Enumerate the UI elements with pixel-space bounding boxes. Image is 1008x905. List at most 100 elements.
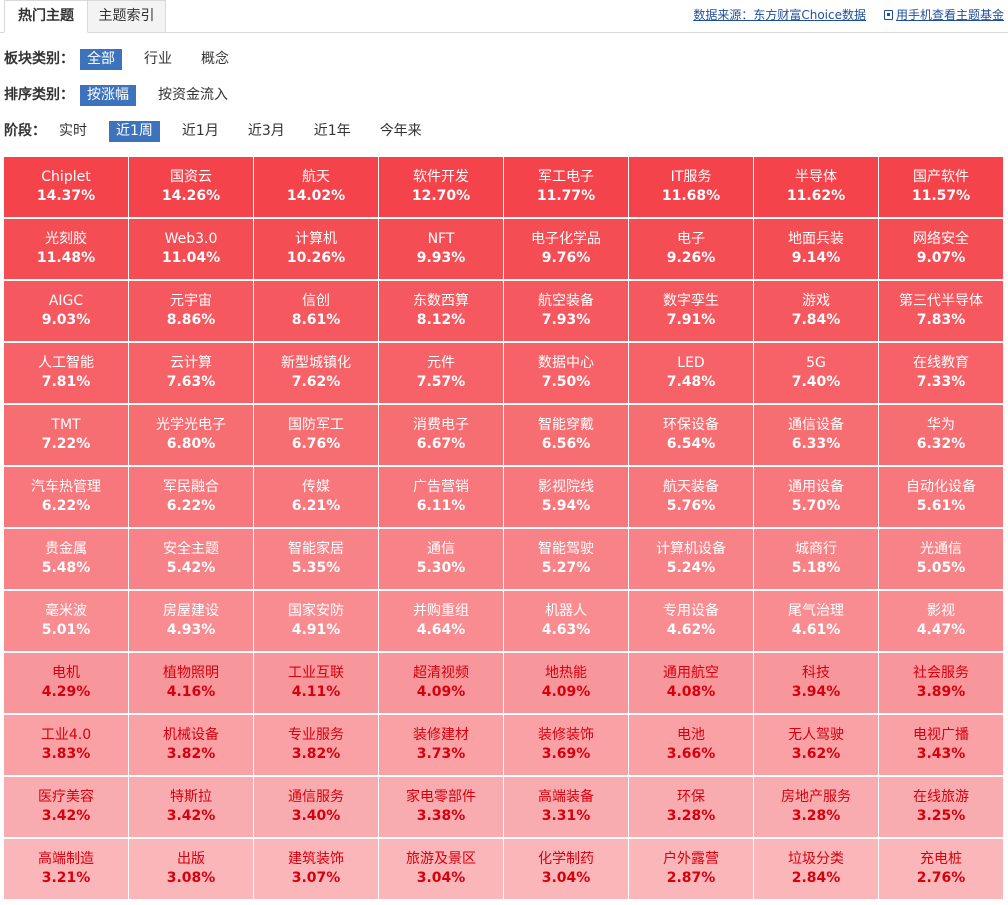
theme-cell[interactable]: 第三代半导体 7.83% — [879, 281, 1003, 341]
theme-cell[interactable]: NFT 9.93% — [379, 219, 503, 279]
theme-cell[interactable]: 通用设备 5.70% — [754, 467, 878, 527]
theme-cell[interactable]: 传媒 6.21% — [254, 467, 378, 527]
theme-cell[interactable]: 智能家居 5.35% — [254, 529, 378, 589]
theme-cell[interactable]: 通信设备 6.33% — [754, 405, 878, 465]
sector-option-concept[interactable]: 概念 — [201, 50, 229, 67]
period-option-3month[interactable]: 近3月 — [247, 122, 285, 139]
theme-cell[interactable]: 通信 5.30% — [379, 529, 503, 589]
theme-cell[interactable]: 出版 3.08% — [129, 839, 253, 899]
theme-cell[interactable]: 计算机 10.26% — [254, 219, 378, 279]
theme-cell[interactable]: 建筑装饰 3.07% — [254, 839, 378, 899]
sector-option-industry[interactable]: 行业 — [144, 50, 172, 67]
theme-cell[interactable]: 航天 14.02% — [254, 157, 378, 217]
sort-option-by-gain[interactable]: 按涨幅 — [80, 84, 136, 106]
theme-cell[interactable]: 专用设备 4.62% — [629, 591, 753, 651]
theme-cell[interactable]: 国防军工 6.76% — [254, 405, 378, 465]
theme-cell[interactable]: 地面兵装 9.14% — [754, 219, 878, 279]
theme-cell[interactable]: 电池 3.66% — [629, 715, 753, 775]
theme-cell[interactable]: 化学制药 3.04% — [504, 839, 628, 899]
sector-option-all[interactable]: 全部 — [80, 48, 122, 70]
theme-cell[interactable]: 光通信 5.05% — [879, 529, 1003, 589]
theme-cell[interactable]: 电子化学品 9.76% — [504, 219, 628, 279]
theme-cell[interactable]: 毫米波 5.01% — [4, 591, 128, 651]
period-option-ytd[interactable]: 今年来 — [379, 122, 422, 139]
theme-cell[interactable]: 人工智能 7.81% — [4, 343, 128, 403]
tab-theme-index[interactable]: 主题索引 — [88, 0, 166, 33]
theme-cell[interactable]: 5G 7.40% — [754, 343, 878, 403]
theme-cell[interactable]: Chiplet 14.37% — [4, 157, 128, 217]
theme-cell[interactable]: 电视广播 3.43% — [879, 715, 1003, 775]
theme-cell[interactable]: 光刻胶 11.48% — [4, 219, 128, 279]
theme-cell[interactable]: 在线旅游 3.25% — [879, 777, 1003, 837]
theme-cell[interactable]: 城商行 5.18% — [754, 529, 878, 589]
theme-cell[interactable]: 数据中心 7.50% — [504, 343, 628, 403]
theme-cell[interactable]: 特斯拉 3.42% — [129, 777, 253, 837]
theme-cell[interactable]: 影视 4.47% — [879, 591, 1003, 651]
theme-cell[interactable]: 自动化设备 5.61% — [879, 467, 1003, 527]
theme-cell[interactable]: 环保设备 6.54% — [629, 405, 753, 465]
theme-cell[interactable]: 云计算 7.63% — [129, 343, 253, 403]
theme-cell[interactable]: 尾气治理 4.61% — [754, 591, 878, 651]
theme-cell[interactable]: IT服务 11.68% — [629, 157, 753, 217]
theme-cell[interactable]: 家电零部件 3.38% — [379, 777, 503, 837]
theme-cell[interactable]: 游戏 7.84% — [754, 281, 878, 341]
theme-cell[interactable]: 并购重组 4.64% — [379, 591, 503, 651]
theme-cell[interactable]: 信创 8.61% — [254, 281, 378, 341]
theme-cell[interactable]: 科技 3.94% — [754, 653, 878, 713]
theme-cell[interactable]: Web3.0 11.04% — [129, 219, 253, 279]
theme-cell[interactable]: AIGC 9.03% — [4, 281, 128, 341]
theme-cell[interactable]: 户外露营 2.87% — [629, 839, 753, 899]
theme-cell[interactable]: 航空装备 7.93% — [504, 281, 628, 341]
theme-cell[interactable]: 工业4.0 3.83% — [4, 715, 128, 775]
theme-cell[interactable]: 军民融合 6.22% — [129, 467, 253, 527]
theme-cell[interactable]: 高端制造 3.21% — [4, 839, 128, 899]
period-option-1week[interactable]: 近1周 — [109, 120, 160, 142]
theme-cell[interactable]: 东数西算 8.12% — [379, 281, 503, 341]
theme-cell[interactable]: TMT 7.22% — [4, 405, 128, 465]
period-option-realtime[interactable]: 实时 — [59, 122, 87, 139]
theme-cell[interactable]: 垃圾分类 2.84% — [754, 839, 878, 899]
mobile-view-link[interactable]: 用手机查看主题基金 — [895, 8, 1004, 22]
theme-cell[interactable]: 通用航空 4.08% — [629, 653, 753, 713]
theme-cell[interactable]: 智能驾驶 5.27% — [504, 529, 628, 589]
theme-cell[interactable]: 智能穿戴 6.56% — [504, 405, 628, 465]
theme-cell[interactable]: 光学光电子 6.80% — [129, 405, 253, 465]
theme-cell[interactable]: 机械设备 3.82% — [129, 715, 253, 775]
theme-cell[interactable]: 软件开发 12.70% — [379, 157, 503, 217]
theme-cell[interactable]: 超清视频 4.09% — [379, 653, 503, 713]
theme-cell[interactable]: 计算机设备 5.24% — [629, 529, 753, 589]
theme-cell[interactable]: 影视院线 5.94% — [504, 467, 628, 527]
theme-cell[interactable]: 房地产服务 3.28% — [754, 777, 878, 837]
theme-cell[interactable]: 高端装备 3.31% — [504, 777, 628, 837]
theme-cell[interactable]: 网络安全 9.07% — [879, 219, 1003, 279]
theme-cell[interactable]: 工业互联 4.11% — [254, 653, 378, 713]
theme-cell[interactable]: 华为 6.32% — [879, 405, 1003, 465]
theme-cell[interactable]: 环保 3.28% — [629, 777, 753, 837]
tab-hot-themes[interactable]: 热门主题 — [4, 0, 88, 33]
theme-cell[interactable]: 国资云 14.26% — [129, 157, 253, 217]
theme-cell[interactable]: 专业服务 3.82% — [254, 715, 378, 775]
theme-cell[interactable]: 元件 7.57% — [379, 343, 503, 403]
theme-cell[interactable]: 广告营销 6.11% — [379, 467, 503, 527]
theme-cell[interactable]: 汽车热管理 6.22% — [4, 467, 128, 527]
theme-cell[interactable]: 数字孪生 7.91% — [629, 281, 753, 341]
theme-cell[interactable]: 医疗美容 3.42% — [4, 777, 128, 837]
theme-cell[interactable]: 元宇宙 8.86% — [129, 281, 253, 341]
theme-cell[interactable]: 房屋建设 4.93% — [129, 591, 253, 651]
theme-cell[interactable]: 地热能 4.09% — [504, 653, 628, 713]
theme-cell[interactable]: 旅游及景区 3.04% — [379, 839, 503, 899]
theme-cell[interactable]: 半导体 11.62% — [754, 157, 878, 217]
theme-cell[interactable]: 航天装备 5.76% — [629, 467, 753, 527]
theme-cell[interactable]: 电机 4.29% — [4, 653, 128, 713]
theme-cell[interactable]: 通信服务 3.40% — [254, 777, 378, 837]
theme-cell[interactable]: 新型城镇化 7.62% — [254, 343, 378, 403]
data-source-link[interactable]: 数据来源：东方财富Choice数据 — [693, 8, 866, 22]
theme-cell[interactable]: 军工电子 11.77% — [504, 157, 628, 217]
theme-cell[interactable]: 植物照明 4.16% — [129, 653, 253, 713]
theme-cell[interactable]: 安全主题 5.42% — [129, 529, 253, 589]
theme-cell[interactable]: 社会服务 3.89% — [879, 653, 1003, 713]
theme-cell[interactable]: 国家安防 4.91% — [254, 591, 378, 651]
theme-cell[interactable]: 装修建材 3.73% — [379, 715, 503, 775]
sort-option-by-inflow[interactable]: 按资金流入 — [158, 86, 228, 103]
period-option-1year[interactable]: 近1年 — [313, 122, 351, 139]
